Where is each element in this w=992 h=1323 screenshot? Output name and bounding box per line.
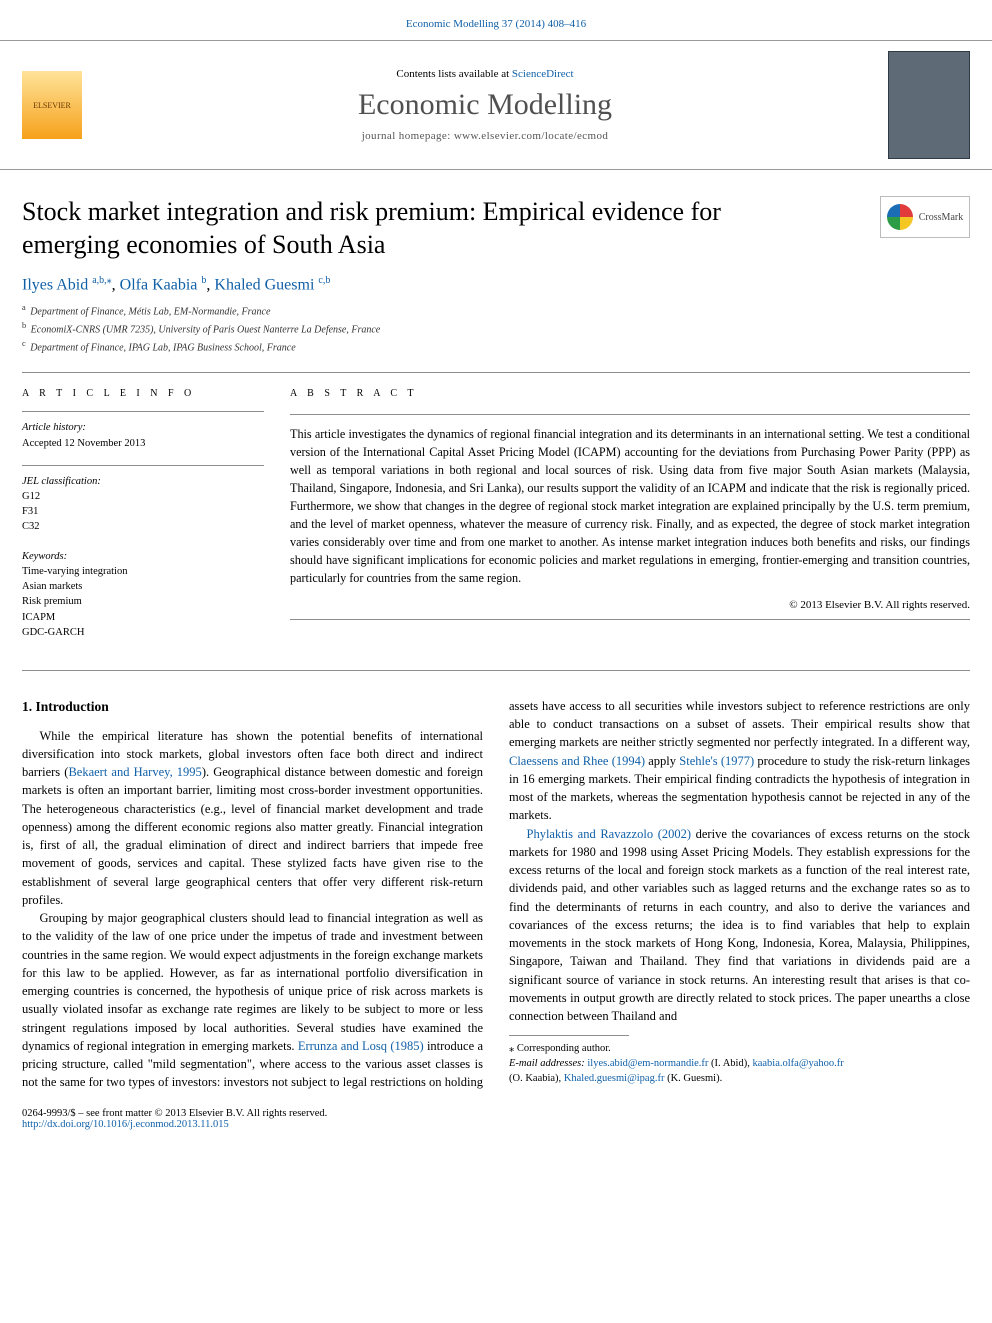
footer-left: 0264-9993/$ – see front matter © 2013 El… [22, 1108, 327, 1130]
meta-row: A R T I C L E I N F O Article history: A… [0, 373, 992, 654]
contents-line: Contents lists available at ScienceDirec… [82, 68, 888, 80]
citation-link[interactable]: Stehle's (1977) [679, 754, 754, 768]
footer-bar: 0264-9993/$ – see front matter © 2013 El… [0, 1104, 992, 1148]
email-link[interactable]: Khaled.guesmi@ipag.fr [564, 1073, 665, 1084]
citation-link[interactable]: Errunza and Losq (1985) [298, 1039, 424, 1053]
aff-mark: a [22, 303, 26, 312]
keyword-item: ICAPM [22, 610, 264, 625]
jel-item: G12 [22, 489, 264, 504]
body-paragraph: While the empirical literature has shown… [22, 727, 483, 910]
divider [290, 414, 970, 415]
keyword-item: Asian markets [22, 579, 264, 594]
aff-text: EconomiX-CNRS (UMR 7235), University of … [31, 324, 381, 335]
homepage-prefix: journal homepage: [362, 130, 454, 142]
journal-header: ELSEVIER Contents lists available at Sci… [0, 40, 992, 170]
author-3-name: Khaled Guesmi [214, 276, 318, 293]
affiliation-b: b EconomiX-CNRS (UMR 7235), University o… [22, 320, 970, 338]
authors-line: Ilyes Abid a,b,⁎, Olfa Kaabia b, Khaled … [22, 275, 970, 294]
journal-name: Economic Modelling [82, 88, 888, 122]
copyright: © 2013 Elsevier B.V. All rights reserved… [290, 597, 970, 613]
elsevier-logo-icon: ELSEVIER [22, 71, 82, 139]
affiliation-c: c Department of Finance, IPAG Lab, IPAG … [22, 338, 970, 356]
corr-mark: ⁎ [509, 1043, 514, 1054]
history-heading: Article history: [22, 420, 264, 435]
citation-link[interactable]: Bekaert and Harvey, 1995 [68, 765, 201, 779]
email-name: (I. Abid), [708, 1058, 752, 1069]
author-3-aff-link[interactable]: c,b [318, 275, 330, 286]
divider [290, 619, 970, 620]
author-2-name: Olfa Kaabia [120, 276, 202, 293]
author-3-aff: c,b [318, 275, 330, 286]
journal-citation: Economic Modelling 37 (2014) 408–416 [0, 0, 992, 40]
aff-text: Department of Finance, Métis Lab, EM-Nor… [30, 307, 270, 318]
publisher-block: ELSEVIER [22, 71, 82, 139]
footnotes-block: ⁎ Corresponding author. E-mail addresses… [509, 1035, 970, 1086]
affiliation-a: a Department of Finance, Métis Lab, EM-N… [22, 302, 970, 320]
keywords: Keywords: Time-varying integration Asian… [22, 549, 264, 640]
divider [509, 1035, 629, 1036]
author-1-aff: a,b,⁎ [92, 275, 111, 286]
author-3[interactable]: Khaled Guesmi [214, 276, 318, 293]
article-history: Article history: Accepted 12 November 20… [22, 420, 264, 450]
article-info: A R T I C L E I N F O Article history: A… [22, 387, 264, 654]
doi-link[interactable]: http://dx.doi.org/10.1016/j.econmod.2013… [22, 1119, 229, 1130]
jel-heading: JEL classification: [22, 474, 264, 489]
author-sep: , [112, 276, 120, 293]
crossmark-icon [887, 204, 913, 230]
body-text: Grouping by major geographical clusters … [22, 911, 483, 1053]
abstract: A B S T R A C T This article investigate… [290, 387, 970, 654]
keyword-item: Risk premium [22, 594, 264, 609]
citation-link[interactable]: Phylaktis and Ravazzolo (2002) [527, 827, 692, 841]
jel-item: F31 [22, 504, 264, 519]
divider [22, 465, 264, 466]
author-1-aff-link[interactable]: a,b, [92, 275, 106, 286]
body-text: derive the covariances of excess returns… [509, 827, 970, 1024]
citation-link[interactable]: Claessens and Rhee (1994) [509, 754, 645, 768]
body-text: ). Geographical distance between domesti… [22, 765, 483, 907]
keywords-heading: Keywords: [22, 549, 264, 564]
author-1[interactable]: Ilyes Abid [22, 276, 92, 293]
divider [22, 411, 264, 412]
journal-citation-link[interactable]: Economic Modelling 37 (2014) 408–416 [406, 18, 586, 30]
aff-mark: b [22, 321, 26, 330]
keyword-item: GDC-GARCH [22, 625, 264, 640]
email-name: (O. Kaabia), [509, 1073, 564, 1084]
abstract-text: This article investigates the dynamics o… [290, 425, 970, 587]
corresponding-author: ⁎ Corresponding author. [509, 1042, 970, 1057]
article-head: Stock market integration and risk premiu… [0, 170, 992, 356]
author-2[interactable]: Olfa Kaabia [120, 276, 202, 293]
jel-item: C32 [22, 519, 264, 534]
corr-label: Corresponding author. [517, 1043, 611, 1054]
journal-cover-thumbnail [888, 51, 970, 159]
section-heading: 1. Introduction [22, 697, 483, 717]
email-link[interactable]: kaabia.olfa@yahoo.fr [752, 1058, 843, 1069]
sciencedirect-link[interactable]: ScienceDirect [512, 68, 574, 80]
emails-label: E-mail addresses: [509, 1058, 587, 1069]
author-1-name: Ilyes Abid [22, 276, 92, 293]
header-center: Contents lists available at ScienceDirec… [82, 68, 888, 142]
journal-homepage: journal homepage: www.elsevier.com/locat… [82, 130, 888, 142]
publisher-label: ELSEVIER [33, 101, 71, 110]
abstract-label: A B S T R A C T [290, 387, 970, 402]
front-matter: 0264-9993/$ – see front matter © 2013 El… [22, 1108, 327, 1119]
crossmark-badge[interactable]: CrossMark [880, 196, 970, 238]
email-name: (K. Guesmi). [664, 1073, 722, 1084]
email-link[interactable]: ilyes.abid@em-normandie.fr [587, 1058, 708, 1069]
affiliations: a Department of Finance, Métis Lab, EM-N… [22, 302, 970, 355]
contents-prefix: Contents lists available at [396, 68, 511, 80]
aff-text: Department of Finance, IPAG Lab, IPAG Bu… [30, 342, 295, 353]
homepage-url: www.elsevier.com/locate/ecmod [454, 130, 608, 142]
body-text: apply [645, 754, 679, 768]
emails-line: E-mail addresses: ilyes.abid@em-normandi… [509, 1057, 970, 1086]
keyword-item: Time-varying integration [22, 564, 264, 579]
crossmark-label: CrossMark [919, 212, 963, 223]
history-line: Accepted 12 November 2013 [22, 436, 264, 451]
body-paragraph: Phylaktis and Ravazzolo (2002) derive th… [509, 825, 970, 1026]
article-title: Stock market integration and risk premiu… [22, 196, 822, 261]
footnotes: ⁎ Corresponding author. E-mail addresses… [509, 1042, 970, 1086]
jel: JEL classification: G12 F31 C32 [22, 474, 264, 535]
article-body: 1. Introduction While the empirical lite… [0, 671, 992, 1104]
article-info-label: A R T I C L E I N F O [22, 387, 264, 402]
aff-mark: c [22, 339, 26, 348]
